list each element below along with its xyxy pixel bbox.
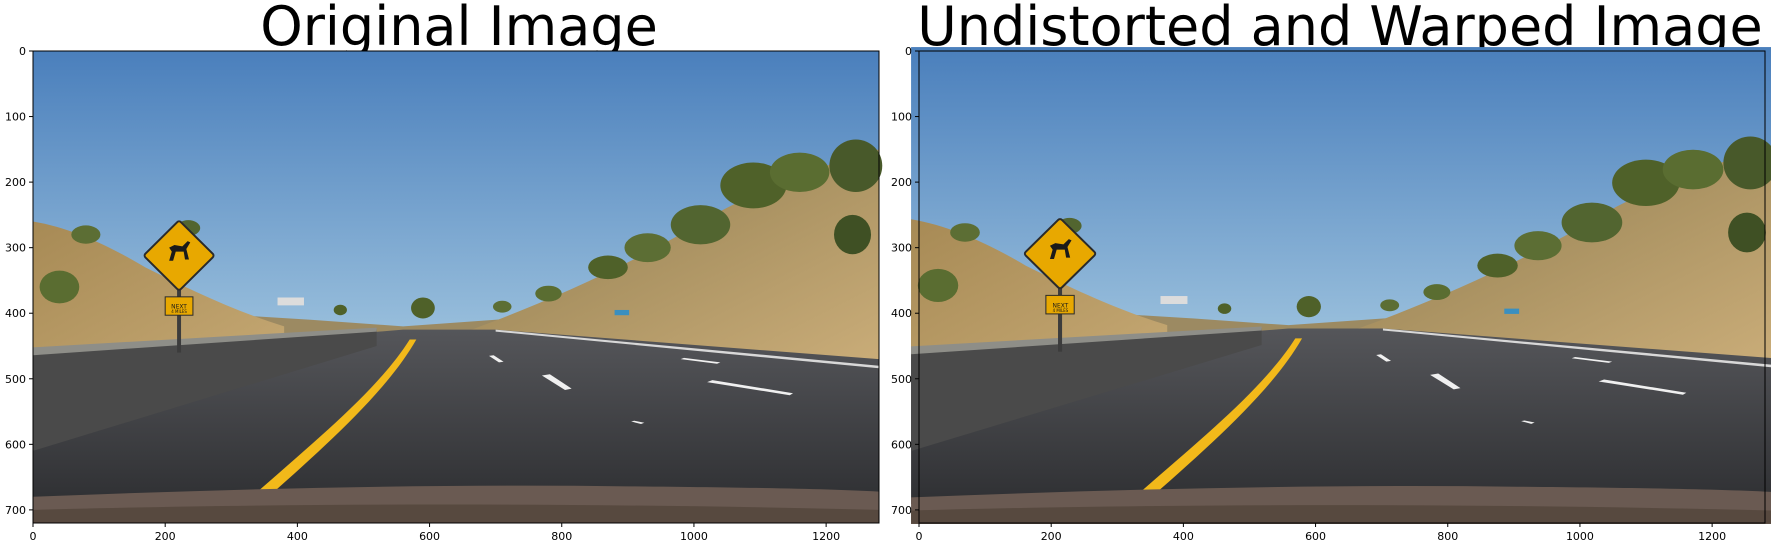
y-tick-label: 0	[905, 45, 912, 58]
photo-warped: NEXT 4 MILES	[910, 46, 1771, 525]
x-tick-label: 600	[1305, 530, 1326, 543]
sign-text-line-1: NEXT	[1053, 303, 1069, 309]
y-tick-label: 700	[5, 504, 26, 517]
sign-text-line-2: 4 MILES	[1053, 308, 1069, 313]
y-tick-label: 700	[891, 504, 912, 517]
y-tick-label: 100	[891, 111, 912, 124]
x-tick-label: 400	[1173, 530, 1194, 543]
y-tick-label: 400	[5, 307, 26, 320]
y-tick-label: 0	[19, 45, 26, 58]
x-tick-label: 0	[916, 530, 923, 543]
x-tick-label: 1000	[1566, 530, 1594, 543]
y-tick-label: 300	[891, 242, 912, 255]
x-tick-label: 200	[155, 530, 176, 543]
x-tick-label: 1200	[1698, 530, 1726, 543]
y-tick-label: 500	[5, 373, 26, 386]
y-tick-label: 200	[891, 176, 912, 189]
sign-text-line-1: NEXT	[171, 305, 187, 311]
x-tick-label: 1200	[812, 530, 840, 543]
y-tick-label: 100	[5, 111, 26, 124]
panel-warped: Undistorted and Warped Image NEXT 4 MILE…	[891, 0, 1771, 543]
x-tick-label: 600	[419, 530, 440, 543]
y-tick-label: 300	[5, 242, 26, 255]
y-tick-label: 400	[891, 307, 912, 320]
x-tick-label: 400	[287, 530, 308, 543]
y-tick-label: 200	[5, 176, 26, 189]
sign-text-line-2: 4 MILES	[171, 309, 187, 314]
x-tick-label: 800	[551, 530, 572, 543]
x-tick-label: 1000	[680, 530, 708, 543]
panel-original: Original Image NEXT 4 MILES 0 200 400 600 80…	[5, 0, 884, 543]
y-tick-label: 500	[891, 373, 912, 386]
axes-frame-original	[32, 50, 880, 524]
panel-title-original: Original Image	[260, 0, 658, 58]
photo-original: NEXT 4 MILES	[32, 50, 884, 525]
x-tick-label: 800	[1437, 530, 1458, 543]
axis-ticks-warped: 0 200 400 600 800 1000 1200 0 100 200 300 400 500 600…	[891, 45, 1726, 543]
y-tick-label: 600	[891, 438, 912, 451]
y-tick-label: 600	[5, 438, 26, 451]
axes-frame-warped	[918, 50, 1766, 524]
x-tick-label: 200	[1041, 530, 1062, 543]
x-tick-label: 0	[30, 530, 37, 543]
axis-ticks-original: 0 200 400 600 800 1000 1200 0 100 200 300 400 500 600…	[5, 45, 840, 543]
